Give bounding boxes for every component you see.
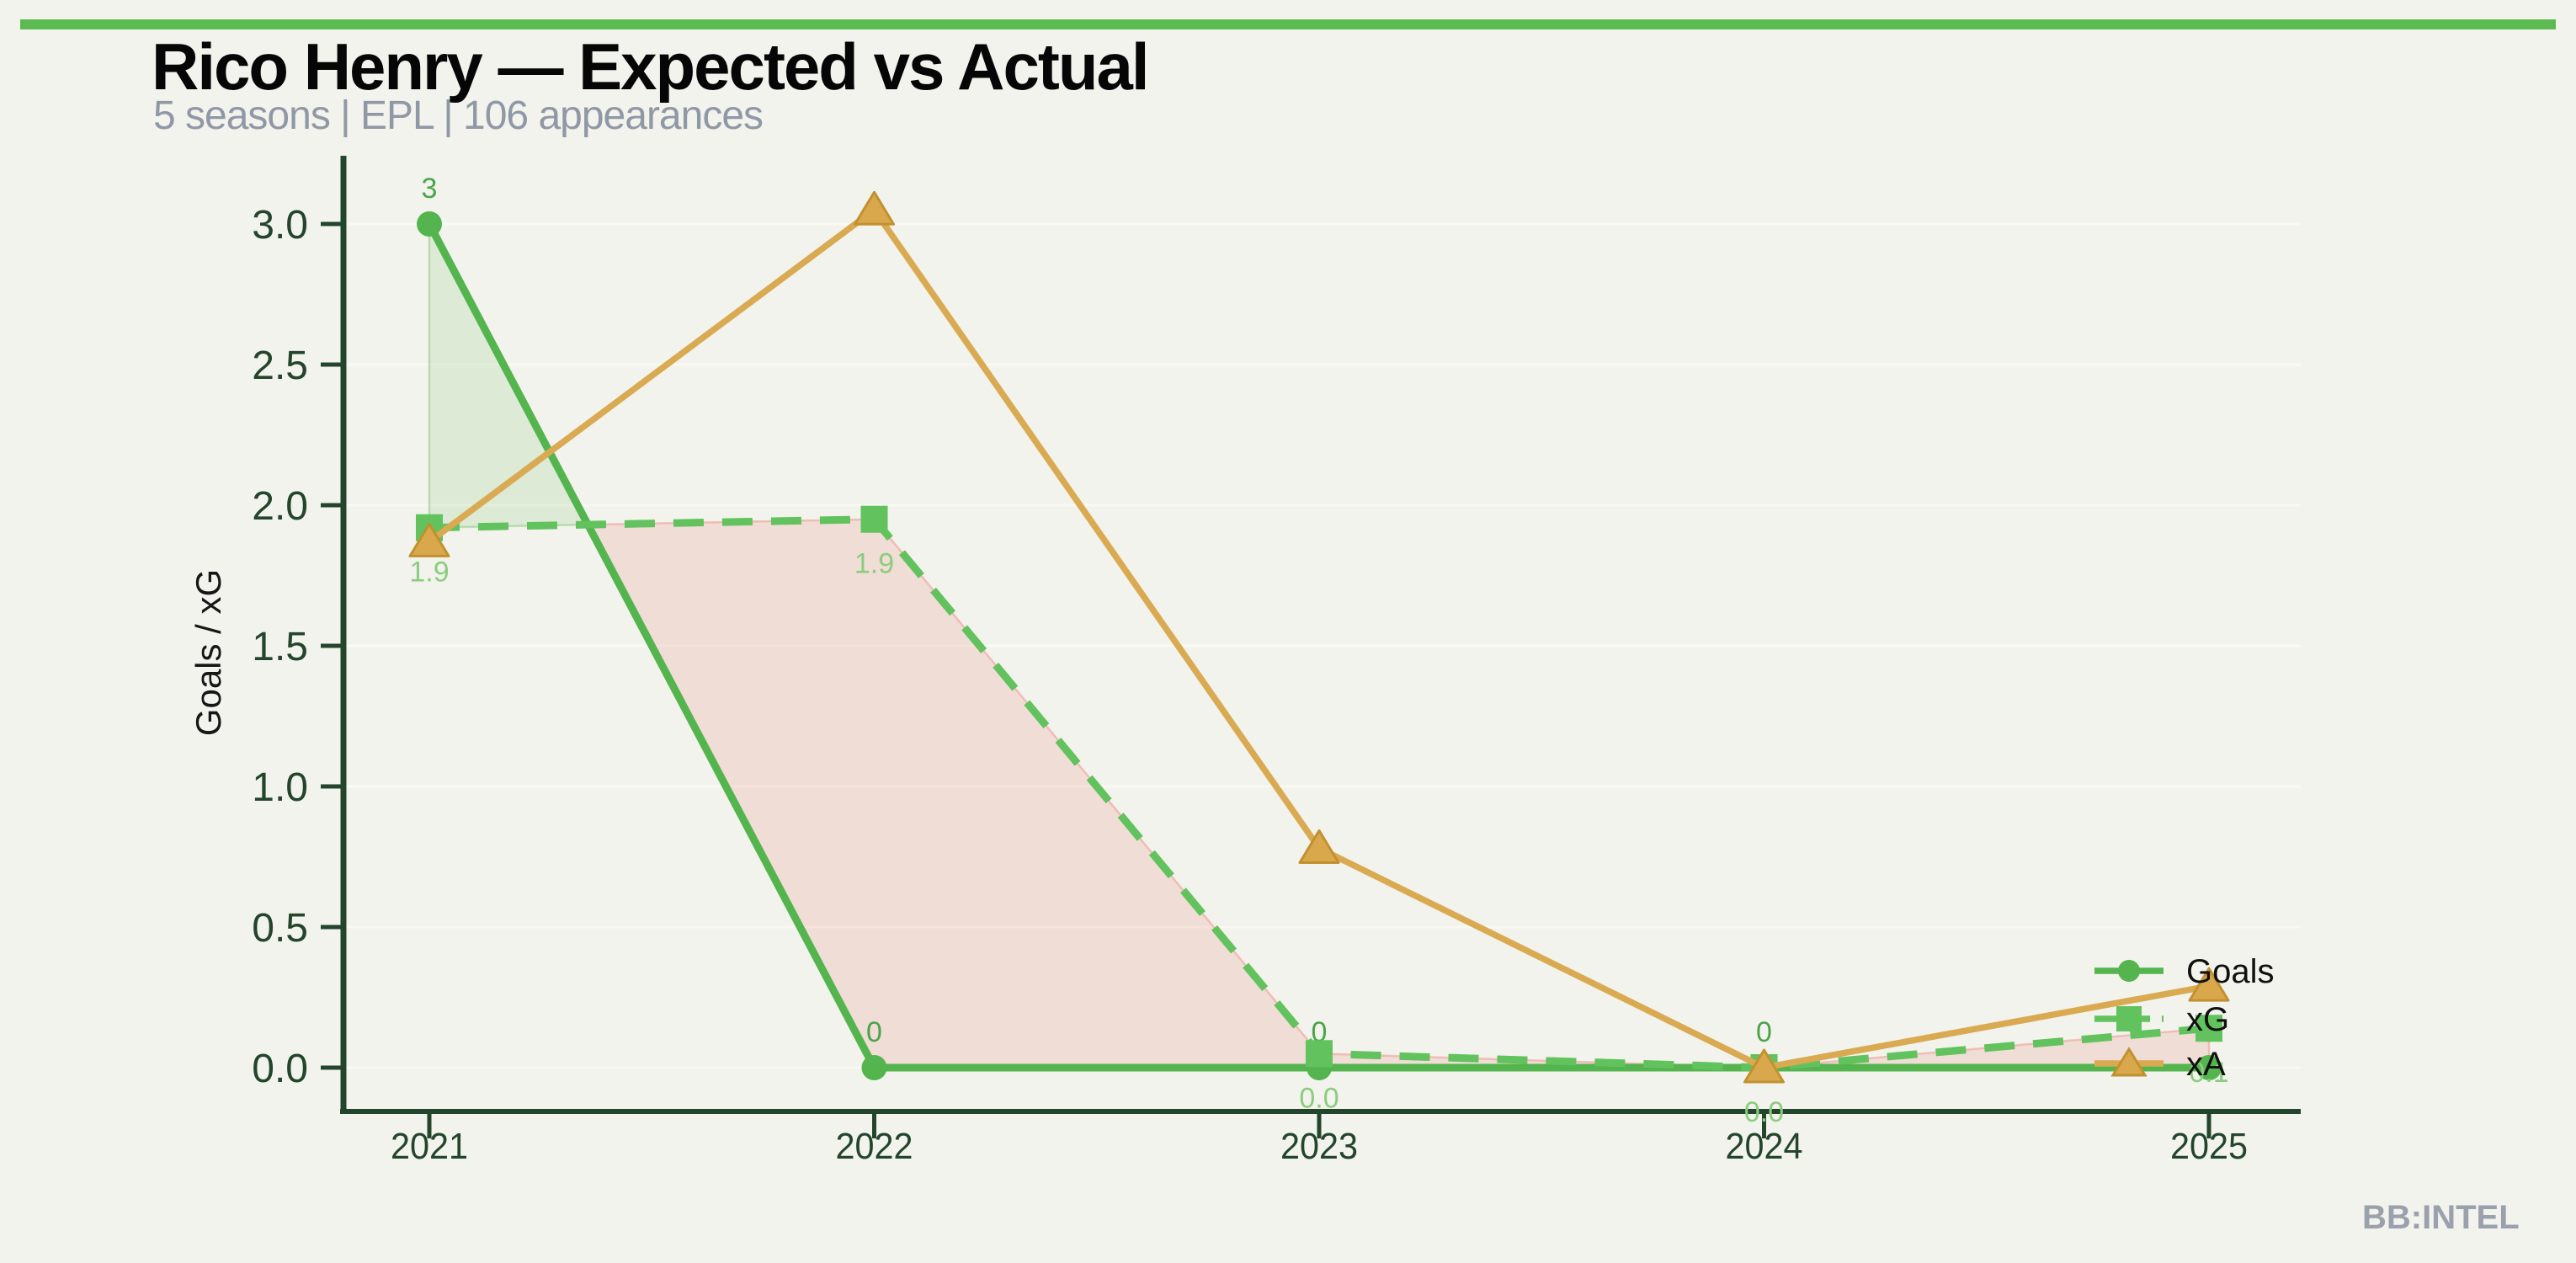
data-label-goals: 3 <box>422 173 438 205</box>
marker-xg <box>2195 1015 2222 1042</box>
marker-goals <box>417 211 442 237</box>
series-xa <box>408 190 2230 1084</box>
legend-item-xa: xA <box>2094 1046 2226 1083</box>
data-label-xg: 1.9 <box>854 548 894 580</box>
x-tick-label: 2023 <box>1280 1126 1358 1167</box>
legend-item-goals: Goals <box>2094 953 2275 990</box>
marker-goals <box>2196 1055 2222 1080</box>
page-subtitle: 5 seasons | EPL | 106 appearances <box>153 93 764 138</box>
y-tick-label: 3.0 <box>252 203 308 248</box>
marker-xa <box>1743 1048 1785 1084</box>
legend-marker-xa <box>2110 1047 2148 1077</box>
x-tick-label: 2021 <box>391 1126 468 1167</box>
y-tick-label: 2.5 <box>252 344 308 388</box>
x-tick-label: 2022 <box>836 1126 913 1167</box>
page-title: Rico Henry — Expected vs Actual <box>152 29 1150 104</box>
legend-item-xg: xG <box>2094 1001 2229 1038</box>
y-axis-title: Goals / xG <box>189 569 228 736</box>
y-tick-label: 0.5 <box>252 906 308 951</box>
marker-xa <box>408 522 450 557</box>
legend-label-xg: xG <box>2186 1001 2229 1038</box>
y-tick-label: 1.5 <box>252 625 308 669</box>
marker-xa <box>2188 967 2230 1002</box>
data-label-xg: 0.0 <box>1299 1082 1339 1114</box>
legend-label-xa: xA <box>2186 1046 2226 1083</box>
x-tick-label: 2024 <box>1726 1126 1803 1167</box>
legend: Goals xG xA <box>2094 953 2275 1083</box>
data-label-xg: 0.0 <box>1744 1096 1784 1128</box>
y-tick-label: 0.0 <box>252 1047 308 1091</box>
axes: 0.0 0.5 1.0 1.5 2.0 2.5 3.0 2021 2022 2023 2024 202… <box>189 156 2301 1167</box>
data-label-xg: 0.1 <box>2189 1057 2228 1089</box>
y-tick-label: 2.0 <box>252 484 308 529</box>
x-tick-label: 2025 <box>2170 1126 2248 1167</box>
legend-marker-goals <box>2118 960 2140 982</box>
series-xg: 1.9 1.9 0.0 0.0 0.1 <box>409 505 2229 1128</box>
marker-xa <box>1298 829 1340 864</box>
gridlines <box>343 222 2301 1069</box>
data-label-goals: 0 <box>1756 1016 1772 1048</box>
data-label-xg: 1.9 <box>409 557 449 589</box>
marker-xg <box>1306 1040 1333 1068</box>
legend-label-goals: Goals <box>2186 953 2275 990</box>
marker-xa <box>854 190 895 226</box>
data-label-goals: 0 <box>866 1016 882 1048</box>
y-tick-label: 1.0 <box>252 765 308 810</box>
accent-bar <box>20 19 2556 29</box>
marker-xg <box>860 505 888 533</box>
watermark: BB:INTEL <box>2362 1199 2520 1236</box>
legend-marker-xg <box>2116 1006 2142 1031</box>
marker-goals <box>861 1055 887 1080</box>
